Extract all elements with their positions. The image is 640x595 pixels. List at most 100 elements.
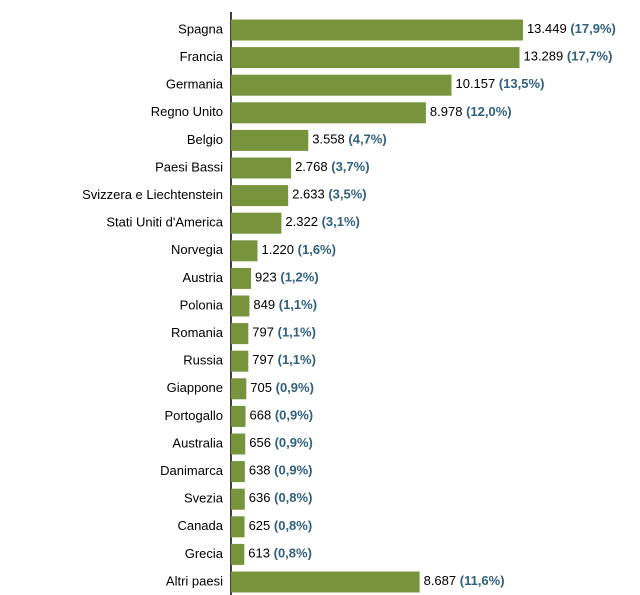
share-label: (1,1%) (278, 353, 316, 368)
category-label: Giappone (167, 380, 223, 395)
value-text: 2.633 (292, 187, 325, 202)
bar (231, 433, 246, 455)
value-text: 656 (249, 435, 271, 450)
value-label: 638 (0,9%) (249, 463, 313, 478)
category-label: Altri paesi (166, 573, 223, 588)
share-label: (11,6%) (460, 573, 505, 588)
value-label: 613 (0,8%) (248, 546, 312, 561)
share-label: (12,0%) (466, 104, 512, 119)
bar (231, 129, 309, 151)
bar (231, 102, 426, 124)
value-label: 797 (1,1%) (252, 353, 316, 368)
share-label: (0,8%) (274, 546, 312, 561)
bar (231, 543, 245, 565)
category-label: Australia (172, 435, 223, 450)
value-label: 1.220 (1,6%) (261, 242, 335, 257)
value-text: 849 (253, 297, 275, 312)
value-text: 1.220 (261, 242, 294, 257)
share-label: (0,9%) (275, 435, 313, 450)
value-text: 923 (255, 270, 277, 285)
bar (231, 47, 520, 69)
bar (231, 74, 452, 96)
category-label: Russia (183, 353, 224, 368)
value-label: 13.289 (17,7%) (523, 49, 612, 64)
value-text: 10.157 (455, 77, 495, 92)
category-label: Svizzera e Liechtenstein (82, 187, 223, 202)
category-label: Norvegia (171, 242, 224, 257)
category-label: Austria (183, 270, 224, 285)
value-text: 797 (252, 353, 274, 368)
category-label: Portogallo (164, 408, 223, 423)
value-label: 2.768 (3,7%) (295, 159, 369, 174)
value-label: 8.978 (12,0%) (430, 104, 512, 119)
value-text: 2.768 (295, 159, 328, 174)
value-text: 668 (250, 408, 272, 423)
share-label: (0,8%) (274, 518, 312, 533)
value-text: 613 (248, 546, 270, 561)
share-label: (17,7%) (567, 49, 613, 64)
bar (231, 461, 245, 483)
category-label: Francia (180, 49, 224, 64)
value-label: 10.157 (13,5%) (455, 77, 544, 92)
value-text: 13.289 (523, 49, 563, 64)
value-text: 625 (249, 518, 271, 533)
value-label: 13.449 (17,9%) (527, 21, 616, 36)
category-label: Romania (171, 325, 224, 340)
value-label: 849 (1,1%) (253, 297, 317, 312)
bar (231, 185, 289, 207)
share-label: (1,1%) (279, 297, 317, 312)
share-label: (0,8%) (274, 491, 312, 506)
bar (231, 295, 250, 317)
bar (231, 323, 249, 345)
category-label: Regno Unito (151, 104, 223, 119)
value-label: 636 (0,8%) (249, 491, 313, 506)
category-label: Danimarca (160, 463, 224, 478)
share-label: (1,2%) (280, 270, 318, 285)
share-label: (4,7%) (348, 132, 386, 147)
bar (231, 516, 245, 538)
category-label: Svezia (184, 491, 224, 506)
category-label: Germania (166, 77, 224, 92)
bar (231, 488, 245, 510)
value-text: 13.449 (527, 21, 567, 36)
bar (231, 267, 252, 289)
value-label: 2.633 (3,5%) (292, 187, 366, 202)
share-label: (0,9%) (276, 380, 314, 395)
value-text: 2.322 (285, 215, 318, 230)
bar (231, 240, 258, 262)
value-text: 705 (250, 380, 272, 395)
bar (231, 378, 247, 400)
share-label: (0,9%) (275, 408, 313, 423)
value-text: 3.558 (312, 132, 345, 147)
category-label: Polonia (180, 297, 224, 312)
category-label: Belgio (187, 132, 223, 147)
value-label: 668 (0,9%) (250, 408, 314, 423)
share-label: (3,7%) (331, 159, 369, 174)
value-text: 636 (249, 491, 271, 506)
value-label: 8.687 (11,6%) (424, 573, 505, 588)
share-label: (17,9%) (570, 21, 616, 36)
value-label: 3.558 (4,7%) (312, 132, 386, 147)
bar (231, 212, 282, 234)
value-label: 797 (1,1%) (252, 325, 316, 340)
share-label: (13,5%) (499, 77, 545, 92)
category-label: Canada (177, 518, 223, 533)
value-text: 8.978 (430, 104, 463, 119)
value-label: 656 (0,9%) (249, 435, 313, 450)
category-label: Spagna (178, 21, 224, 36)
bar (231, 157, 292, 179)
share-label: (1,6%) (298, 242, 336, 257)
category-label: Grecia (185, 546, 224, 561)
value-text: 638 (249, 463, 271, 478)
bar (231, 571, 420, 593)
value-label: 2.322 (3,1%) (285, 215, 359, 230)
share-label: (3,1%) (322, 215, 360, 230)
value-label: 705 (0,9%) (250, 380, 314, 395)
share-label: (0,9%) (274, 463, 312, 478)
share-label: (1,1%) (278, 325, 316, 340)
value-label: 625 (0,8%) (249, 518, 313, 533)
value-text: 797 (252, 325, 274, 340)
value-text: 8.687 (424, 573, 457, 588)
bar (231, 350, 249, 372)
